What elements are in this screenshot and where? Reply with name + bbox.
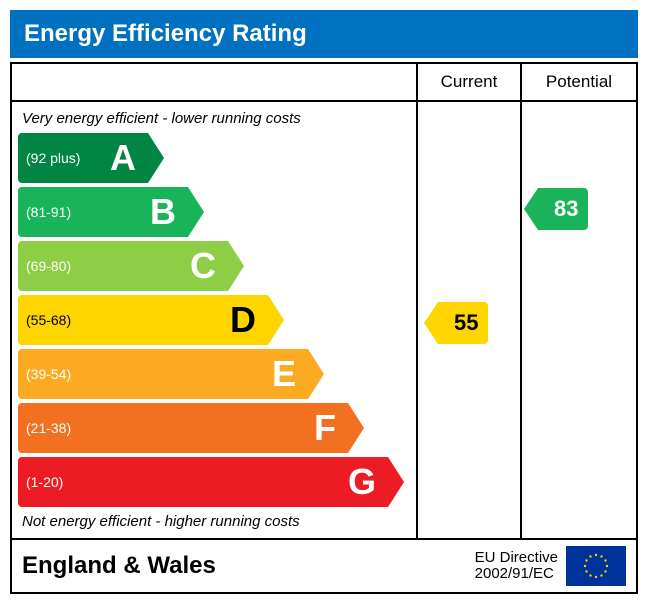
- band-c-range: (69-80): [18, 258, 190, 274]
- header-current: Current: [416, 64, 520, 100]
- note-top: Very energy efficient - lower running co…: [18, 108, 410, 129]
- band-d-letter: D: [230, 299, 268, 341]
- band-b-range: (81-91): [18, 204, 150, 220]
- band-e-letter: E: [272, 353, 308, 395]
- footer-row: England & Wales EU Directive 2002/91/EC: [12, 538, 636, 592]
- directive-line2: 2002/91/EC: [475, 566, 558, 583]
- potential-value: 83: [554, 196, 578, 222]
- note-bottom: Not energy efficient - higher running co…: [18, 511, 410, 532]
- band-f-range: (21-38): [18, 420, 314, 436]
- band-c-letter: C: [190, 245, 228, 287]
- band-b: (81-91) B: [18, 187, 188, 237]
- eu-flag-icon: [566, 546, 626, 586]
- chart-body: Very energy efficient - lower running co…: [12, 102, 636, 538]
- band-b-letter: B: [150, 191, 188, 233]
- footer-region: England & Wales: [22, 552, 475, 580]
- band-a-letter: A: [110, 137, 148, 179]
- header-row: Current Potential: [12, 64, 636, 102]
- band-c: (69-80) C: [18, 241, 228, 291]
- band-a-range: (92 plus): [18, 150, 110, 166]
- bars-column: Very energy efficient - lower running co…: [12, 102, 416, 538]
- chart-box: Current Potential Very energy efficient …: [10, 62, 638, 594]
- band-f-letter: F: [314, 407, 348, 449]
- current-pointer: 55: [438, 302, 488, 344]
- band-g-letter: G: [348, 461, 388, 503]
- header-left-blank: [12, 64, 416, 100]
- title-text: Energy Efficiency Rating: [24, 20, 307, 47]
- directive-line1: EU Directive: [475, 550, 558, 567]
- current-value: 55: [454, 310, 478, 336]
- header-potential: Potential: [520, 64, 636, 100]
- band-e-range: (39-54): [18, 366, 272, 382]
- band-f: (21-38) F: [18, 403, 348, 453]
- band-g: (1-20) G: [18, 457, 388, 507]
- band-d: (55-68) D: [18, 295, 268, 345]
- band-a: (92 plus) A: [18, 133, 148, 183]
- epc-chart: Energy Efficiency Rating Current Potenti…: [10, 10, 638, 594]
- band-e: (39-54) E: [18, 349, 308, 399]
- current-column: 55: [416, 102, 520, 538]
- band-g-range: (1-20): [18, 474, 348, 490]
- band-d-range: (55-68): [18, 312, 230, 328]
- potential-column: 83: [520, 102, 636, 538]
- footer-directive: EU Directive 2002/91/EC: [475, 550, 558, 583]
- title-bar: Energy Efficiency Rating: [10, 10, 638, 58]
- potential-pointer: 83: [538, 188, 588, 230]
